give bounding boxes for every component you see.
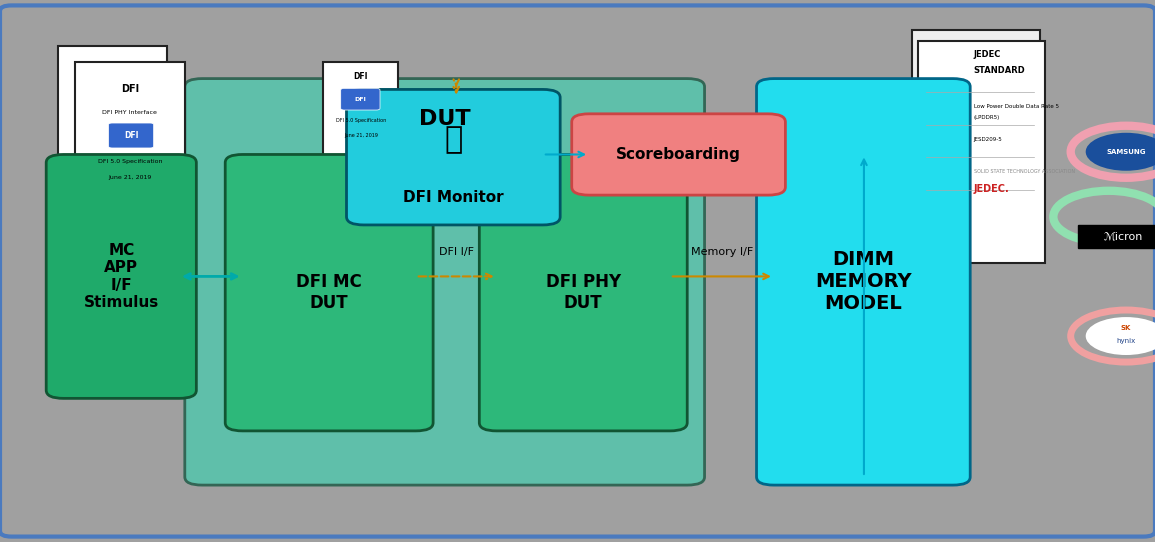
Circle shape [1086, 317, 1155, 355]
FancyBboxPatch shape [225, 154, 433, 431]
Text: DFI: DFI [353, 72, 368, 81]
FancyBboxPatch shape [185, 79, 705, 485]
Text: Memory I/F: Memory I/F [691, 248, 753, 257]
Text: DFI MC
DUT: DFI MC DUT [297, 273, 362, 312]
Text: DFI 5.0 Specification: DFI 5.0 Specification [336, 118, 386, 123]
FancyBboxPatch shape [109, 123, 154, 148]
Text: (LPDDR5): (LPDDR5) [974, 115, 1000, 120]
Text: JESD209-5: JESD209-5 [974, 137, 1003, 142]
Text: SOLID STATE TECHNOLOGY ASSOCIATION: SOLID STATE TECHNOLOGY ASSOCIATION [974, 170, 1075, 175]
FancyBboxPatch shape [46, 154, 196, 398]
FancyBboxPatch shape [323, 62, 398, 220]
Text: JEDEC: JEDEC [974, 50, 1001, 59]
Text: JEDEC.: JEDEC. [974, 184, 1009, 195]
FancyBboxPatch shape [572, 114, 785, 195]
FancyBboxPatch shape [341, 88, 380, 110]
Text: DFI 5.0 Specification: DFI 5.0 Specification [98, 159, 162, 164]
Text: DFI PHY Interface: DFI PHY Interface [103, 110, 157, 115]
Text: SAMSUNG: SAMSUNG [1106, 149, 1146, 155]
FancyBboxPatch shape [1078, 225, 1155, 248]
Text: DFI: DFI [124, 131, 139, 140]
Text: 👀: 👀 [445, 125, 462, 154]
Text: ℳicron: ℳicron [1103, 231, 1143, 241]
FancyBboxPatch shape [912, 30, 1040, 252]
Text: DFI Monitor: DFI Monitor [403, 190, 504, 205]
Text: STANDARD: STANDARD [974, 66, 1026, 75]
Text: June 21, 2019: June 21, 2019 [109, 175, 151, 180]
Circle shape [1086, 133, 1155, 171]
Text: hynix: hynix [1117, 338, 1135, 345]
FancyBboxPatch shape [75, 62, 185, 263]
FancyBboxPatch shape [346, 89, 560, 225]
FancyBboxPatch shape [479, 154, 687, 431]
Text: Scoreboarding: Scoreboarding [616, 147, 742, 162]
Text: DUT: DUT [419, 109, 470, 129]
Text: DFI I/F: DFI I/F [439, 248, 474, 257]
Text: June 21, 2019: June 21, 2019 [344, 133, 378, 138]
Text: DFI: DFI [121, 84, 139, 94]
Text: SK: SK [1122, 325, 1131, 331]
Text: DFI PHY
DUT: DFI PHY DUT [545, 273, 621, 312]
FancyBboxPatch shape [918, 41, 1045, 263]
Text: MC
APP
I/F
Stimulus: MC APP I/F Stimulus [83, 243, 159, 310]
FancyBboxPatch shape [757, 79, 970, 485]
Text: Low Power Double Data Rate 5: Low Power Double Data Rate 5 [974, 105, 1059, 109]
FancyBboxPatch shape [0, 5, 1155, 537]
FancyBboxPatch shape [58, 46, 167, 247]
Text: DFI: DFI [355, 96, 366, 102]
Text: DIMM
MEMORY
MODEL: DIMM MEMORY MODEL [815, 250, 911, 313]
